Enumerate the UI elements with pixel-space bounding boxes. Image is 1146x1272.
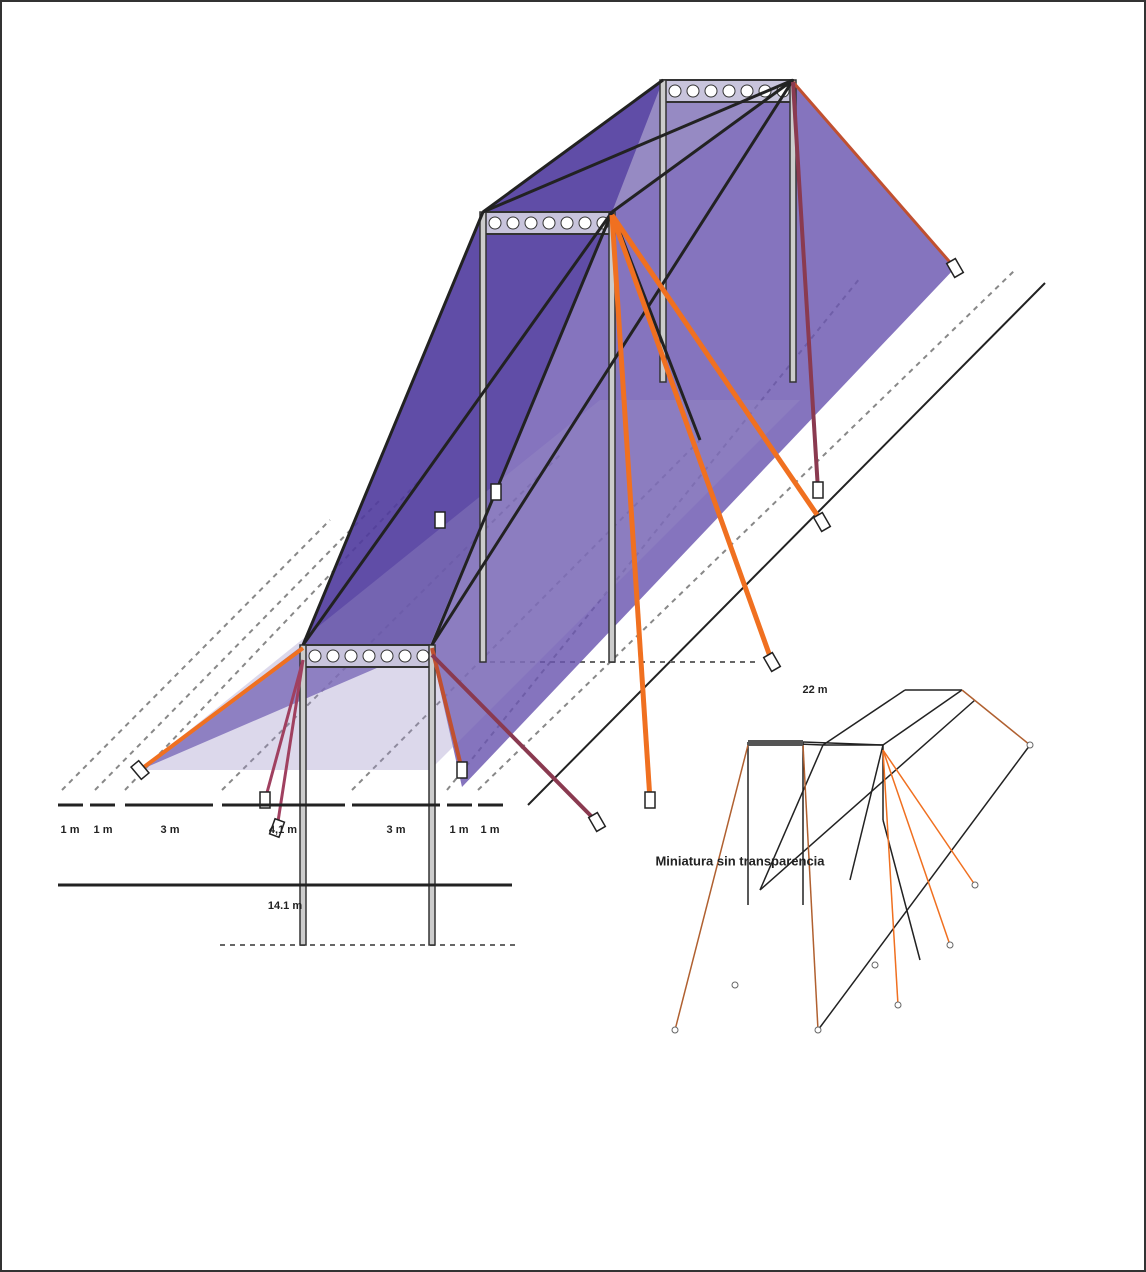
dimension-label: 1 m xyxy=(450,824,469,836)
miniature-anchor xyxy=(894,1001,902,1009)
roof-edge xyxy=(482,78,664,214)
ground-line xyxy=(94,499,381,791)
roof-edge xyxy=(301,211,485,646)
anchor xyxy=(762,651,782,673)
truss-node xyxy=(524,216,538,230)
truss-node xyxy=(722,84,736,98)
dimension-label: 3 m xyxy=(161,824,180,836)
total-width-label: 14.1 m xyxy=(268,900,302,912)
caption: Miniatura sin transparencia xyxy=(655,853,825,868)
length-line xyxy=(527,282,1046,806)
cable xyxy=(430,653,599,824)
truss-node xyxy=(740,84,754,98)
ground-line xyxy=(124,479,421,791)
cable xyxy=(609,214,653,801)
roof-edge xyxy=(482,78,794,214)
miniature-anchor xyxy=(731,981,739,989)
truss-node xyxy=(542,216,556,230)
cable xyxy=(275,659,305,829)
miniature-cable xyxy=(882,749,951,946)
miniature-cable xyxy=(802,744,819,1031)
dimension-label: 3 m xyxy=(387,824,406,836)
truss-node xyxy=(398,649,412,663)
roof-edge xyxy=(430,211,614,646)
anchor xyxy=(587,811,607,833)
anchor xyxy=(490,483,502,501)
miniature-line xyxy=(759,699,976,891)
truss-node xyxy=(326,649,340,663)
truss-node xyxy=(308,649,322,663)
post xyxy=(479,211,487,663)
truss-node xyxy=(416,649,430,663)
anchor xyxy=(644,791,656,809)
miniature-anchor xyxy=(671,1026,679,1034)
cable xyxy=(791,81,957,269)
truss-node xyxy=(362,649,376,663)
dimension-label: 4,1 m xyxy=(269,824,297,836)
miniature-cable xyxy=(882,749,976,886)
cable xyxy=(609,213,825,524)
miniature-line xyxy=(822,689,906,746)
dimension-label: 1 m xyxy=(61,824,80,836)
cable xyxy=(430,647,464,771)
cable xyxy=(138,646,305,772)
truss-node xyxy=(560,216,574,230)
miniature-cable xyxy=(674,744,749,1031)
truss-node xyxy=(488,216,502,230)
anchor xyxy=(812,511,832,533)
miniature-line xyxy=(882,689,963,746)
dimension-label: 1 m xyxy=(94,824,113,836)
roof-edge xyxy=(611,78,794,214)
miniature-cable xyxy=(961,689,1031,746)
truss-node xyxy=(704,84,718,98)
cable xyxy=(263,659,305,801)
truss-node xyxy=(344,649,358,663)
miniature-truss xyxy=(748,740,803,746)
miniature-anchor xyxy=(971,881,979,889)
truss-node xyxy=(578,216,592,230)
miniature-anchor xyxy=(871,961,879,969)
roof-edge xyxy=(301,211,614,646)
anchor xyxy=(259,791,271,809)
structure xyxy=(58,78,1046,1034)
miniature-anchor xyxy=(1026,741,1034,749)
truss-node xyxy=(506,216,520,230)
anchor xyxy=(268,817,286,839)
dimension-label: 1 m xyxy=(481,824,500,836)
truss-node xyxy=(686,84,700,98)
post xyxy=(428,644,436,946)
truss-node xyxy=(380,649,394,663)
anchor xyxy=(456,761,468,779)
miniature-anchor xyxy=(814,1026,822,1034)
roof-edge xyxy=(430,79,795,646)
anchor xyxy=(812,481,824,499)
anchor xyxy=(129,759,151,781)
miniature-line xyxy=(817,744,1031,1031)
miniature-line xyxy=(849,744,884,881)
anchor xyxy=(945,257,965,279)
miniature-cable xyxy=(882,749,899,1006)
truss-node xyxy=(668,84,682,98)
anchor xyxy=(434,511,446,529)
ground-line xyxy=(477,269,1016,791)
length-label: 22 m xyxy=(802,684,827,696)
cable xyxy=(609,214,775,663)
ground-line xyxy=(61,519,331,791)
miniature-line xyxy=(759,744,824,891)
cable xyxy=(791,81,820,491)
miniature-anchor xyxy=(946,941,954,949)
